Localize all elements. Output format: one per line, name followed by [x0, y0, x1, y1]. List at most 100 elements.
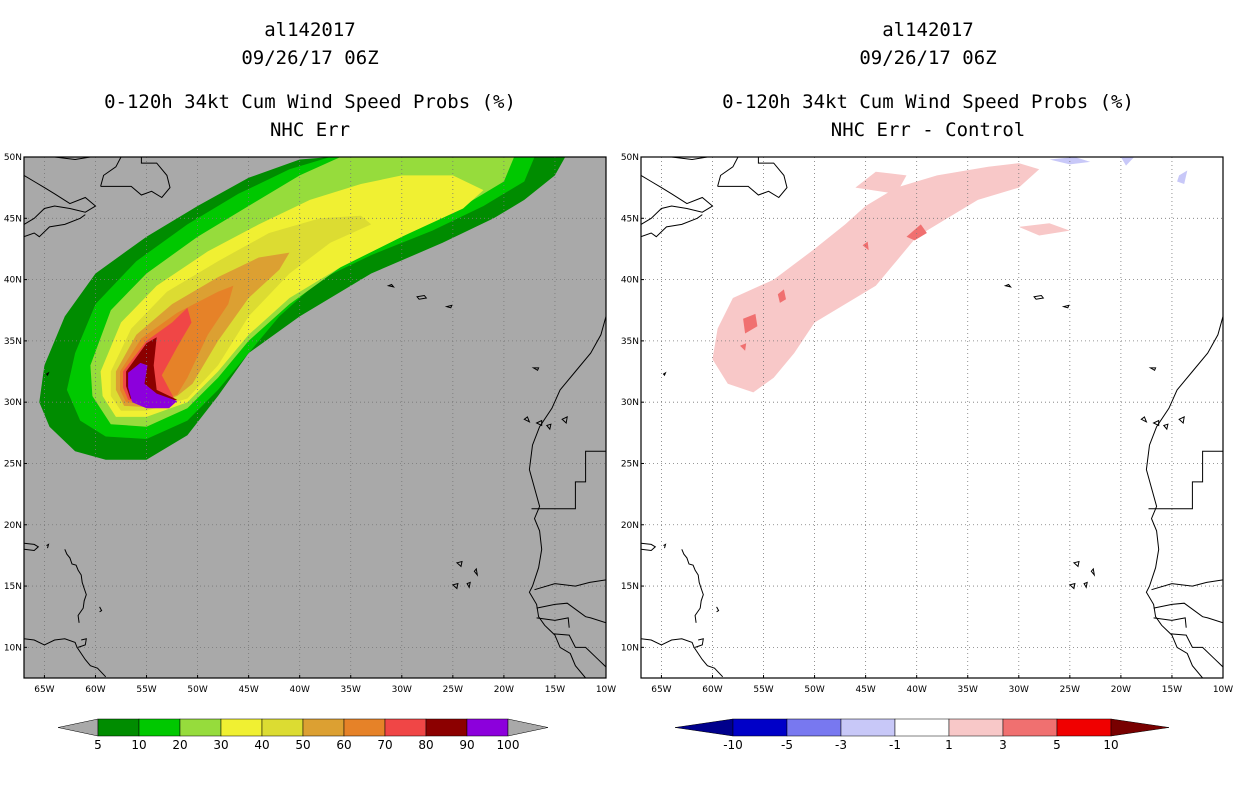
left-colorbar-label: 50	[295, 738, 310, 752]
right-map: 50N 45N 40N 35N 30N 25N 20N 15N 10N 65W 60W 55W 50W 4…	[621, 153, 1233, 695]
left-coastline	[24, 214, 86, 238]
left-island	[531, 367, 540, 372]
left-colorbar-swatch	[261, 718, 304, 737]
right-lat-label: 45N	[621, 214, 639, 224]
right-colorbar-swatch	[1002, 718, 1058, 737]
left-lon-label: 30W	[392, 685, 412, 695]
right-colorbar-label: 10	[1103, 738, 1118, 752]
right-datetime: 09/26/17 06Z	[859, 47, 997, 69]
right-subtitle: NHC Err - Control	[830, 119, 1026, 141]
left-island	[466, 581, 471, 589]
left-lon-label: 45W	[238, 685, 258, 695]
right-coastline	[641, 638, 724, 678]
left-lon-label: 20W	[494, 685, 514, 695]
left-lon-label: 65W	[34, 685, 54, 695]
right-lat-label: 40N	[621, 276, 639, 286]
left-island	[386, 283, 395, 288]
left-colorbar-swatch	[343, 718, 386, 737]
right-island	[1140, 416, 1148, 423]
right-island	[1003, 283, 1012, 288]
left-coastline	[534, 579, 606, 591]
left-lat-label: 10N	[4, 643, 22, 653]
right-lat-label: 30N	[621, 398, 639, 408]
left-coastline	[553, 633, 606, 668]
right-lon-label: 20W	[1111, 685, 1131, 695]
left-colorbar-swatch	[466, 718, 509, 737]
right-colorbar-label: -5	[781, 738, 793, 752]
left-colorbar: 5 10 20 30 40 50 60 70 80 90 100	[57, 718, 549, 752]
left-colorbar-low-end	[57, 718, 99, 737]
right-lon-label: 60W	[702, 685, 722, 695]
left-colorbar-label: 90	[459, 738, 474, 752]
right-lon-label: 10W	[1213, 685, 1233, 695]
right-coastline	[1153, 602, 1223, 624]
left-lon-label: 60W	[85, 685, 105, 695]
right-island	[662, 371, 667, 377]
left-colorbar-label: 5	[94, 738, 102, 752]
left-lat-label: 15N	[4, 582, 22, 592]
left-lat-label: 25N	[4, 459, 22, 469]
right-product-title: 0-120h 34kt Cum Wind Speed Probs (%)	[722, 91, 1134, 113]
left-datetime: 09/26/17 06Z	[241, 47, 379, 69]
right-island	[1178, 416, 1185, 424]
left-colorbar-label: 20	[172, 738, 187, 752]
left-lat-label: 45N	[4, 214, 22, 224]
right-island	[1162, 423, 1169, 431]
right-lon-label: 35W	[958, 685, 978, 695]
right-colorbar-swatch	[894, 718, 950, 737]
right-lon-label: 45W	[855, 685, 875, 695]
right-lat-label: 50N	[621, 153, 639, 163]
left-coastline	[100, 157, 171, 199]
left-island	[416, 294, 428, 300]
right-lat-label: 20N	[621, 521, 639, 531]
left-coastline	[536, 617, 570, 628]
right-coastline	[641, 542, 657, 552]
left-colorbar-high-end	[507, 718, 549, 737]
left-island	[455, 560, 463, 568]
left-colorbar-label: 80	[418, 738, 433, 752]
left-colorbar-swatch	[302, 718, 345, 737]
right-colorbar-swatch	[840, 718, 896, 737]
right-island	[1061, 304, 1070, 309]
right-island	[1068, 582, 1076, 590]
right-lat-label: 10N	[621, 643, 639, 653]
left-coastline	[64, 549, 87, 623]
left-island	[561, 416, 568, 424]
right-contour-3-3	[743, 313, 758, 334]
left-colorbar-swatch	[220, 718, 263, 737]
left-island	[451, 582, 459, 590]
right-coastline	[1148, 429, 1223, 510]
right-coastline	[1151, 579, 1223, 591]
left-lat-label: 30N	[4, 398, 22, 408]
right-contour-3-7	[740, 343, 747, 351]
right-contour-1-0	[712, 163, 1040, 393]
right-colorbar-label: 3	[999, 738, 1007, 752]
right-colorbar-low-end	[674, 718, 734, 737]
left-subtitle: NHC Err	[269, 119, 351, 141]
left-lat-label: 35N	[4, 337, 22, 347]
left-coastline	[99, 606, 103, 613]
right-island	[1148, 367, 1157, 372]
left-colorbar-swatch	[97, 718, 140, 737]
right-colorbar-label: -10	[723, 738, 743, 752]
right-colorbar-swatch	[786, 718, 842, 737]
left-coastline	[536, 602, 606, 624]
right-lon-label: 30W	[1009, 685, 1029, 695]
right-colorbar-swatch	[732, 718, 788, 737]
left-frame	[23, 156, 607, 679]
left-lon-label: 10W	[596, 685, 616, 695]
right-lon-label: 15W	[1162, 685, 1182, 695]
right-island	[1083, 581, 1088, 589]
right-contour--1-8	[1049, 157, 1091, 165]
right-colorbar-label: 1	[945, 738, 953, 752]
left-lon-label: 35W	[341, 685, 361, 695]
left-lat-label: 50N	[4, 153, 22, 163]
left-coastline	[24, 542, 40, 552]
right-background	[641, 157, 1223, 678]
right-colorbar-label: 5	[1053, 738, 1061, 752]
left-colorbar-swatch	[425, 718, 468, 737]
right-contour--1-9	[1120, 157, 1135, 166]
right-colorbar: -10 -5 -3 -1 1 3 5 10	[674, 718, 1170, 752]
left-colorbar-swatch	[384, 718, 427, 737]
